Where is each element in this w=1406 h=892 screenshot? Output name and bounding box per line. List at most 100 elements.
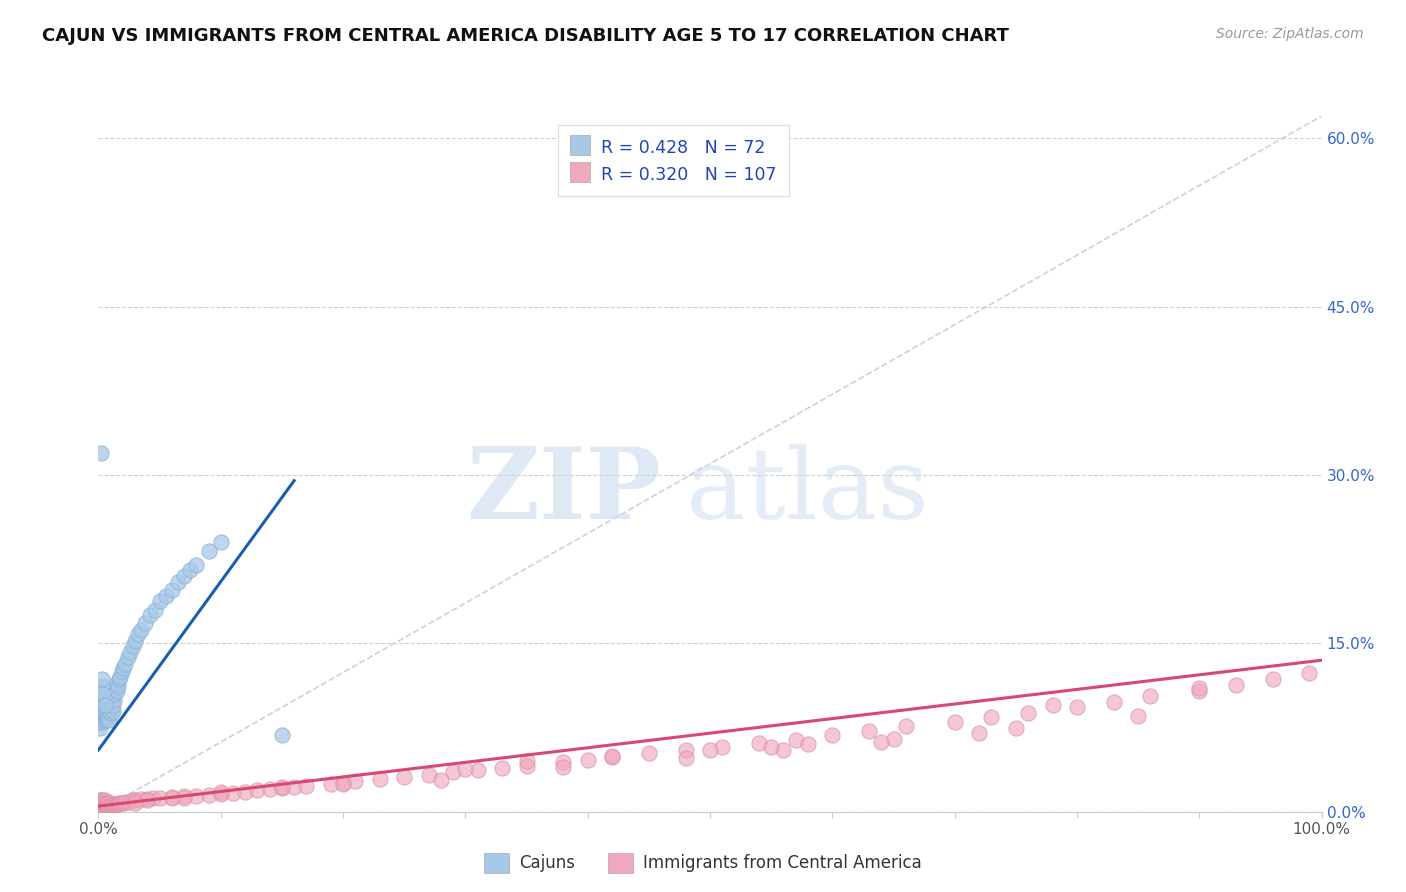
- Point: [90, 683, 112, 698]
- Point: [101, 698, 124, 712]
- Point: [96, 713, 118, 727]
- Point: [319, 777, 342, 791]
- Point: [1017, 706, 1039, 720]
- Point: [149, 593, 172, 607]
- Point: [89, 698, 111, 712]
- Legend: Cajuns, Immigrants from Central America: Cajuns, Immigrants from Central America: [477, 847, 929, 880]
- Point: [111, 661, 134, 675]
- Point: [1128, 709, 1150, 723]
- Point: [97, 796, 120, 810]
- Point: [108, 673, 131, 687]
- Point: [91, 793, 114, 807]
- Point: [173, 569, 195, 583]
- Point: [91, 698, 114, 712]
- Point: [105, 797, 128, 811]
- Point: [761, 739, 783, 754]
- Point: [89, 690, 111, 705]
- Point: [1102, 695, 1125, 709]
- Point: [114, 795, 136, 809]
- Point: [233, 784, 256, 798]
- Point: [179, 564, 201, 578]
- Point: [785, 732, 807, 747]
- Point: [368, 772, 391, 787]
- Point: [1298, 665, 1320, 680]
- Point: [134, 616, 156, 631]
- Point: [129, 792, 152, 806]
- Point: [418, 767, 440, 781]
- Point: [105, 675, 128, 690]
- Point: [270, 781, 294, 796]
- Point: [222, 786, 245, 800]
- Point: [121, 793, 143, 807]
- Point: [136, 792, 159, 806]
- Point: [91, 796, 114, 810]
- Point: [100, 698, 122, 712]
- Point: [91, 679, 114, 693]
- Point: [90, 704, 112, 718]
- Point: [270, 728, 294, 742]
- Point: [430, 773, 453, 788]
- Point: [259, 782, 281, 797]
- Point: [100, 799, 122, 814]
- Point: [980, 710, 1002, 724]
- Point: [89, 714, 111, 729]
- Point: [295, 779, 318, 793]
- Point: [675, 751, 697, 765]
- Point: [91, 709, 114, 723]
- Point: [93, 797, 115, 811]
- Point: [93, 793, 115, 807]
- Point: [90, 698, 112, 712]
- Point: [93, 698, 115, 712]
- Point: [600, 748, 623, 763]
- Point: [89, 704, 111, 718]
- Point: [160, 791, 183, 805]
- Point: [96, 698, 118, 712]
- Point: [98, 799, 121, 814]
- Point: [870, 735, 893, 749]
- Point: [89, 793, 111, 807]
- Point: [101, 797, 124, 812]
- Point: [1004, 721, 1026, 735]
- Point: [91, 701, 114, 715]
- Point: [1225, 678, 1247, 692]
- Point: [136, 793, 159, 807]
- Point: [858, 723, 880, 738]
- Point: [96, 799, 118, 814]
- Point: [97, 701, 120, 715]
- Point: [143, 603, 166, 617]
- Point: [89, 709, 111, 723]
- Point: [111, 796, 134, 810]
- Point: [515, 758, 537, 772]
- Point: [93, 698, 115, 712]
- Point: [90, 445, 112, 459]
- Point: [121, 639, 143, 653]
- Point: [111, 665, 134, 679]
- Point: [110, 796, 132, 810]
- Point: [107, 679, 129, 693]
- Point: [90, 714, 112, 729]
- Point: [270, 780, 294, 794]
- Point: [209, 535, 232, 549]
- Point: [98, 713, 121, 727]
- Point: [638, 747, 661, 761]
- Point: [173, 791, 195, 805]
- Point: [91, 706, 114, 720]
- Point: [127, 627, 149, 641]
- Point: [91, 713, 114, 727]
- Point: [1139, 689, 1161, 703]
- Point: [129, 623, 152, 637]
- Point: [124, 634, 146, 648]
- Point: [103, 692, 125, 706]
- Point: [101, 701, 124, 715]
- Point: [332, 777, 354, 791]
- Point: [209, 787, 232, 801]
- Point: [1066, 700, 1088, 714]
- Point: [491, 761, 513, 775]
- Point: [90, 709, 112, 723]
- Text: CAJUN VS IMMIGRANTS FROM CENTRAL AMERICA DISABILITY AGE 5 TO 17 CORRELATION CHAR: CAJUN VS IMMIGRANTS FROM CENTRAL AMERICA…: [42, 27, 1010, 45]
- Point: [100, 706, 122, 720]
- Point: [91, 704, 114, 718]
- Point: [103, 687, 125, 701]
- Point: [94, 796, 117, 810]
- Point: [139, 608, 162, 623]
